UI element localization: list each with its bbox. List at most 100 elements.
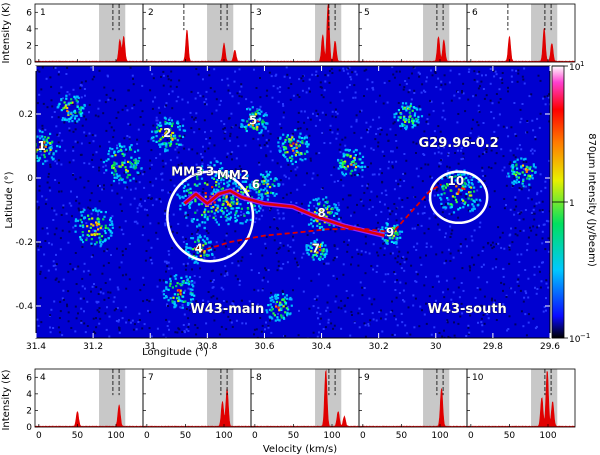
map-ytick-label: -0.2: [15, 238, 33, 248]
map-xtick-label: 31: [144, 342, 155, 352]
region-label-w43-main: W43-main: [190, 302, 264, 317]
map-ylabel: Latitude (°): [4, 171, 15, 228]
velocity-band: [207, 4, 234, 62]
spectrum-panel-3: 3: [250, 3, 360, 63]
map-ytick-label: -0.4: [15, 302, 33, 312]
spectrum-ytick-label: 2: [26, 406, 32, 416]
map-xtick-label: 30.8: [197, 342, 217, 352]
map-overlay: 1 2 3 4 5 6 7 8 9 10 MM3 MM2 W43-main W43-south G29.96…: [37, 113, 507, 317]
colorbar-tick-label: 1: [569, 199, 575, 209]
spectrum-xtick-label: 0: [468, 431, 474, 441]
spectrum-label: 3: [256, 8, 262, 18]
spectrum-frame: [34, 3, 144, 63]
spectrum-area: [142, 388, 251, 428]
spectrum-xtick-label: 50: [288, 431, 300, 441]
spectrum-xtick-label: 100: [539, 431, 556, 441]
map-xtick-label: 31.4: [26, 342, 46, 352]
spectrum-xtick-label: 50: [180, 431, 192, 441]
spectrum-label: 8: [256, 373, 262, 383]
spectrum-area: [466, 28, 576, 63]
spectrum-label: 6: [472, 8, 478, 18]
spectrum-area: [250, 3, 360, 63]
spectrum-ytick-label: 2: [26, 41, 32, 51]
source-label-7: 7: [312, 241, 320, 255]
spectrum-label: 1: [40, 8, 46, 18]
spectrum-label: 2: [148, 8, 154, 18]
source-label-9: 9: [386, 225, 394, 239]
spectrum-frame: [358, 368, 468, 428]
region-label-w43-south: W43-south: [428, 302, 507, 317]
spectrum-area: [34, 36, 144, 63]
ridge-path: [183, 189, 385, 237]
spectra-xlabel: Velocity (km/s): [263, 444, 337, 455]
spectrum-panel-2: 2: [142, 3, 252, 63]
source-label-mm3: MM3: [171, 165, 203, 179]
spectrum-panel-1: 1 0 2 4 6: [26, 3, 144, 68]
spectrum-area: [250, 369, 360, 428]
colorbar-tick-exponent: 1: [580, 60, 584, 68]
spectrum-label: 5: [364, 8, 370, 18]
spectrum-panel-9: 9 0 50 100: [358, 368, 468, 441]
spectrum-panel-5: 5: [358, 3, 468, 63]
spectrum-label: 4: [40, 373, 46, 383]
source-label-8: 8: [317, 206, 325, 220]
map-background: [36, 66, 550, 338]
region-circle-1: [166, 170, 255, 263]
spectrum-area: [358, 36, 468, 63]
top-spectra: 1 0 2 4 6 2 3 5 6: [26, 3, 576, 68]
source-label-1: 1: [38, 139, 46, 153]
map-xtick-label: 29.8: [483, 342, 503, 352]
map-axes: 31.4 31.2 31 30.8 30.6 30.4 30.2 30 29.8 29.60.20…: [15, 66, 560, 352]
source-label-2: 2: [163, 126, 171, 140]
spectrum-panel-10: 100 50 100: [466, 368, 576, 441]
map-xtick-label: 31.2: [83, 342, 103, 352]
spectrum-ytick-label: 6: [26, 373, 32, 383]
spectrum-ytick-label: 4: [26, 390, 32, 400]
map-xtick-label: 30.4: [312, 342, 332, 352]
map-frame: [35, 65, 551, 339]
velocity-band: [99, 369, 126, 427]
spectrum-xtick-label: 50: [72, 431, 84, 441]
map-ytick-label: 0.2: [19, 110, 33, 120]
spectrum-frame: [250, 368, 360, 428]
map-xtick-label: 30.6: [254, 342, 274, 352]
colorbar-tick-exponent: −1: [580, 332, 590, 340]
spectrum-label: 10: [472, 373, 484, 383]
spectrum-frame: [466, 368, 576, 428]
spectrum-xtick-label: 0: [144, 431, 150, 441]
spectrum-xtick-label: 100: [431, 431, 448, 441]
spectrum-frame: [250, 3, 360, 63]
spectrum-label: 7: [148, 373, 154, 383]
spectrum-area: [34, 404, 144, 428]
map-xlabel: Longitude (°): [142, 347, 208, 358]
source-label-5: 5: [249, 113, 257, 127]
spectrum-frame: [358, 3, 468, 63]
colorbar-label: 870μm Intensity (Jy/beam): [586, 133, 597, 267]
source-label-6: 6: [252, 177, 260, 191]
spectrum-xtick-label: 100: [323, 431, 340, 441]
spectrum-frame: [142, 368, 252, 428]
spectrum-frame: [466, 3, 576, 63]
spectrum-ytick-label: 4: [26, 25, 32, 35]
spectrum-xtick-label: 0: [360, 431, 366, 441]
spectrum-xtick-label: 0: [252, 431, 258, 441]
spectrum-xtick-label: 50: [504, 431, 516, 441]
spectrum-ytick-label: 0: [26, 58, 32, 68]
spectrum-area: [142, 29, 251, 63]
map-ytick-label: 0: [27, 174, 33, 184]
source-label-mm2: MM2: [217, 168, 249, 182]
top-spectra-ylabel: Intensity (K): [1, 2, 12, 63]
colorbar-tick-label: 10: [569, 63, 581, 73]
spectrum-label: 9: [364, 373, 370, 383]
spectrum-xtick-label: 0: [36, 431, 42, 441]
source-label-10: 10: [447, 174, 464, 188]
map-xtick-label: 30: [430, 342, 442, 352]
spectrum-xtick-label: 100: [107, 431, 124, 441]
spectrum-panel-7: 7 0 50 100: [142, 368, 252, 441]
colorbar-tick-label: 10: [569, 335, 581, 345]
